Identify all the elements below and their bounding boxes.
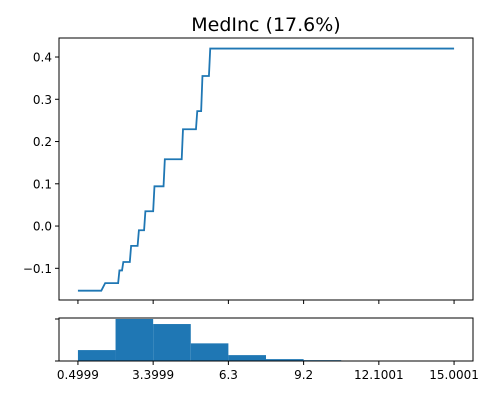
y-tick-label: 0.0 (33, 220, 52, 234)
plot-frame (58, 37, 474, 301)
x-axis-ticks (77, 300, 455, 304)
series-line (77, 47, 455, 292)
x-tick-label: 15.0001 (429, 368, 479, 382)
y-tick-label: 0.4 (33, 51, 52, 65)
histogram-bar (115, 319, 154, 361)
histogram-bar (190, 343, 229, 361)
x-tick-label: 0.4999 (57, 368, 99, 382)
histogram-x-ticks: 0.4999 3.3999 6.3 9.2 12.1001 15.0001 (57, 361, 479, 382)
histogram-bar (77, 350, 116, 361)
histogram-bar (266, 359, 304, 361)
x-tick-label: 6.3 (219, 368, 238, 382)
main-plot: −0.1 0.0 0.1 0.2 0.3 0.4 (23, 37, 474, 304)
histogram-bar (228, 355, 266, 361)
histogram-plot: 0.4999 3.3999 6.3 9.2 12.1001 15.0001 (55, 317, 479, 382)
y-axis-ticks: −0.1 0.0 0.1 0.2 0.3 0.4 (23, 51, 59, 276)
x-tick-label: 9.2 (294, 368, 313, 382)
y-tick-label: −0.1 (23, 262, 52, 276)
histogram-frame (58, 317, 474, 362)
histogram-y-ticks (55, 318, 59, 362)
x-tick-label: 3.3999 (132, 368, 174, 382)
y-tick-label: 0.3 (33, 93, 52, 107)
histogram-bar (153, 324, 191, 361)
y-tick-label: 0.1 (33, 177, 52, 191)
x-tick-label: 12.1001 (354, 368, 404, 382)
histogram-bars (77, 319, 455, 361)
y-tick-label: 0.2 (33, 135, 52, 149)
chart-title: MedInc (17.6%) (191, 14, 340, 36)
